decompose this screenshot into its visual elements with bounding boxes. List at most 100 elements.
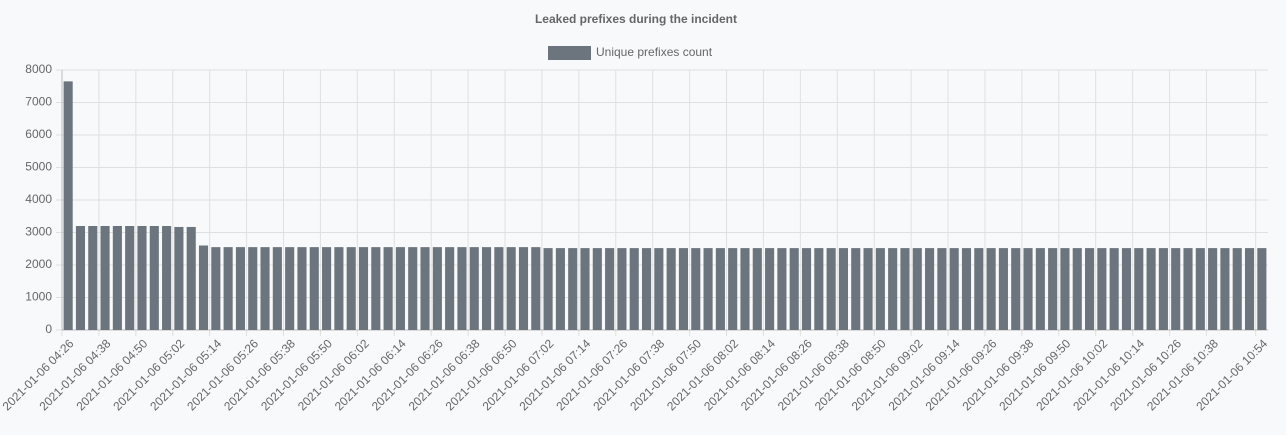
bar — [457, 247, 467, 330]
bar — [888, 248, 898, 330]
bar — [383, 247, 393, 330]
bar — [211, 247, 221, 330]
bar — [961, 248, 972, 330]
bar — [506, 247, 516, 330]
bar — [63, 81, 73, 330]
bar — [543, 248, 553, 330]
bar — [1257, 248, 1267, 330]
bar — [432, 247, 442, 330]
bar — [1158, 248, 1168, 330]
bar — [814, 248, 824, 330]
bar — [285, 247, 295, 330]
bar — [826, 248, 836, 330]
bar — [420, 247, 430, 330]
y-tick-label: 0 — [45, 322, 52, 336]
bar — [654, 248, 664, 330]
bar — [1121, 248, 1132, 330]
bar — [469, 247, 479, 330]
bar — [334, 247, 344, 330]
bar — [371, 247, 381, 330]
bar — [715, 248, 725, 330]
bar — [1183, 248, 1193, 330]
chart-title: Leaked prefixes during the incident — [535, 12, 737, 26]
bar — [740, 248, 750, 330]
bar — [125, 226, 135, 330]
bar — [358, 247, 369, 330]
bar — [592, 248, 602, 330]
bar — [752, 248, 762, 330]
bar — [568, 248, 578, 330]
bar — [1060, 248, 1070, 330]
y-tick-label: 5000 — [25, 160, 52, 174]
bar — [863, 248, 873, 330]
y-tick-label: 2000 — [25, 257, 52, 271]
bar — [937, 248, 947, 330]
bar — [851, 248, 861, 330]
bar — [580, 248, 590, 330]
bar — [272, 247, 282, 330]
bar — [408, 247, 418, 330]
y-tick-label: 6000 — [25, 127, 52, 141]
bar — [518, 247, 529, 330]
bar — [1195, 248, 1205, 330]
bar — [112, 226, 122, 330]
bar — [691, 248, 701, 330]
legend-swatch — [548, 46, 591, 60]
bar — [162, 226, 172, 330]
bar — [986, 248, 996, 330]
y-tick-label: 7000 — [25, 95, 52, 109]
bar — [309, 247, 319, 330]
bar — [789, 248, 799, 330]
bar — [998, 248, 1008, 330]
y-tick-label: 8000 — [25, 62, 52, 76]
bar — [765, 248, 775, 330]
bar — [1048, 248, 1058, 330]
bar — [322, 247, 332, 330]
bar — [1085, 248, 1095, 330]
bar — [974, 248, 984, 330]
bar — [1035, 248, 1045, 330]
bar — [555, 248, 565, 330]
bar — [149, 226, 159, 330]
bar — [1134, 248, 1144, 330]
bar — [88, 226, 98, 330]
bar — [703, 248, 713, 330]
bar — [801, 248, 812, 330]
bar — [728, 248, 738, 330]
bar — [1072, 248, 1082, 330]
bar — [629, 248, 639, 330]
bar — [641, 248, 652, 330]
bar — [1232, 248, 1242, 330]
bar — [925, 248, 935, 330]
bar — [531, 247, 541, 330]
bar — [1109, 248, 1119, 330]
bar — [666, 248, 676, 330]
bar — [900, 248, 910, 330]
bar — [1208, 248, 1218, 330]
bar — [949, 248, 959, 330]
bar — [875, 248, 885, 330]
bar — [494, 247, 504, 330]
bar — [198, 245, 209, 330]
bar — [1220, 248, 1230, 330]
bar — [482, 247, 492, 330]
bar — [605, 248, 615, 330]
bar — [678, 248, 689, 330]
bar — [248, 247, 258, 330]
bar — [100, 226, 110, 330]
bar — [223, 247, 233, 330]
bar — [235, 247, 245, 330]
bar — [137, 226, 147, 330]
bar — [777, 248, 787, 330]
bar — [1146, 248, 1156, 330]
bar — [395, 247, 405, 330]
bar — [912, 248, 922, 330]
legend-label: Unique prefixes count — [596, 45, 713, 59]
bar — [617, 248, 627, 330]
bar — [297, 247, 307, 330]
bar — [1023, 248, 1033, 330]
bar — [346, 247, 356, 330]
bar — [1097, 248, 1107, 330]
